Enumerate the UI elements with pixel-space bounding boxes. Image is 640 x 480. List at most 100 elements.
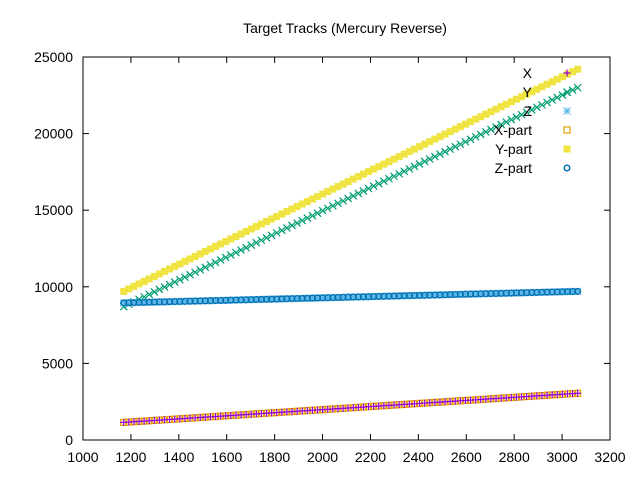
data-point — [527, 105, 536, 114]
y-tick-label: 5000 — [42, 355, 73, 371]
data-point — [176, 260, 184, 268]
data-point — [191, 297, 199, 305]
data-point — [308, 294, 317, 302]
data-point — [375, 163, 383, 171]
data-point — [461, 137, 470, 146]
data-point — [206, 296, 215, 305]
data-point — [186, 297, 194, 306]
data-point — [186, 255, 194, 263]
y-tick-label: 20000 — [34, 126, 73, 142]
data-point — [334, 293, 342, 302]
data-point — [553, 93, 562, 102]
data-point — [314, 193, 322, 201]
data-point — [558, 287, 567, 296]
data-point — [400, 150, 408, 158]
data-point — [543, 80, 551, 88]
data-point — [492, 289, 500, 298]
data-point — [171, 262, 179, 270]
data-point — [512, 95, 520, 103]
data-point — [523, 90, 531, 98]
data-point — [385, 292, 393, 301]
legend-marker — [563, 126, 571, 134]
data-point — [247, 225, 255, 233]
data-point — [481, 128, 490, 136]
data-point — [232, 248, 240, 257]
data-point — [119, 299, 128, 307]
x-tick-label: 2200 — [355, 449, 386, 465]
data-point — [232, 296, 240, 304]
data-point — [410, 291, 419, 300]
data-point — [528, 88, 536, 96]
data-point — [425, 155, 434, 163]
data-point — [242, 243, 251, 252]
data-point — [430, 152, 439, 161]
data-point — [313, 209, 322, 218]
data-point — [471, 132, 480, 141]
data-point — [339, 293, 347, 302]
data-point — [196, 250, 204, 258]
data-point — [369, 182, 378, 191]
data-point — [298, 216, 307, 225]
data-point — [543, 288, 551, 297]
x-tick-label: 2800 — [499, 449, 530, 465]
data-point — [232, 232, 240, 240]
data-point — [527, 288, 536, 297]
legend-label: Z — [523, 103, 532, 119]
data-point — [492, 123, 500, 131]
legend: XYZ X-part Y-part Z-part — [494, 65, 571, 176]
data-point — [385, 158, 393, 166]
data-point — [359, 292, 368, 301]
data-point — [425, 291, 434, 299]
data-point — [155, 298, 164, 306]
x-tick-label: 2000 — [307, 449, 338, 465]
chart-title: Target Tracks (Mercury Reverse) — [243, 20, 447, 36]
data-point — [288, 294, 296, 303]
data-point — [502, 289, 511, 298]
data-point — [268, 215, 276, 223]
data-point — [497, 120, 506, 129]
series-z — [119, 287, 582, 307]
data-point — [390, 155, 398, 163]
data-point — [385, 174, 393, 183]
data-point — [242, 227, 250, 235]
data-point — [395, 292, 403, 300]
data-point — [502, 118, 511, 127]
data-point — [568, 287, 577, 296]
data-point — [456, 140, 465, 149]
data-point — [532, 103, 541, 112]
data-point — [456, 290, 465, 299]
data-point — [574, 389, 582, 397]
y-axis: 0 5000 10000 15000 20000 25000 — [34, 49, 610, 448]
data-point — [533, 85, 541, 93]
data-point — [482, 110, 490, 118]
data-point — [456, 123, 464, 131]
data-point — [160, 297, 169, 306]
data-point — [426, 138, 434, 146]
data-point — [339, 180, 347, 188]
data-point — [538, 83, 546, 91]
plot-frame — [82, 56, 611, 441]
data-point — [150, 288, 159, 296]
data-point — [288, 221, 296, 230]
data-point — [252, 295, 261, 304]
data-point — [543, 98, 551, 107]
data-point — [186, 270, 194, 279]
data-point — [318, 293, 327, 302]
data-point — [170, 297, 179, 306]
data-point — [390, 172, 398, 181]
data-point — [461, 290, 470, 299]
data-point — [267, 231, 276, 240]
data-point — [293, 294, 301, 303]
data-point — [405, 148, 413, 156]
y-tick-label: 0 — [65, 432, 73, 448]
data-point — [318, 206, 327, 215]
data-point — [548, 78, 556, 86]
plot-area — [82, 56, 611, 441]
data-point — [252, 238, 261, 247]
data-point — [395, 153, 403, 161]
data-point — [446, 128, 454, 136]
data-point — [574, 287, 582, 295]
data-point — [446, 290, 455, 299]
data-point — [502, 100, 510, 108]
